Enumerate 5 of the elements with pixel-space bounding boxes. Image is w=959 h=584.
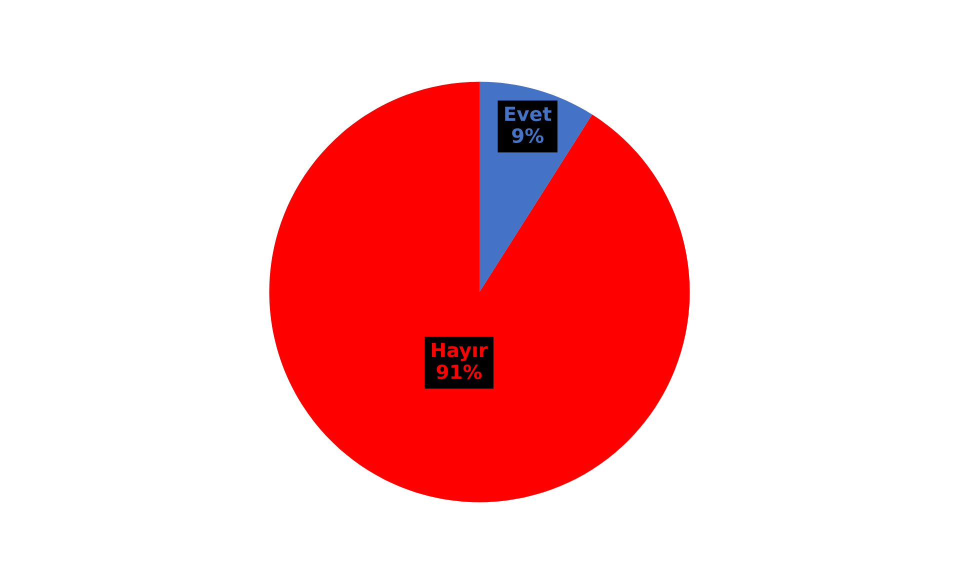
- data-label: 91%: [436, 364, 482, 380]
- slice-label: Evet: [505, 106, 552, 122]
- pie-slice: [269, 82, 690, 502]
- data-label: 9%: [512, 128, 544, 143]
- slice-label: Hayır: [432, 342, 488, 362]
